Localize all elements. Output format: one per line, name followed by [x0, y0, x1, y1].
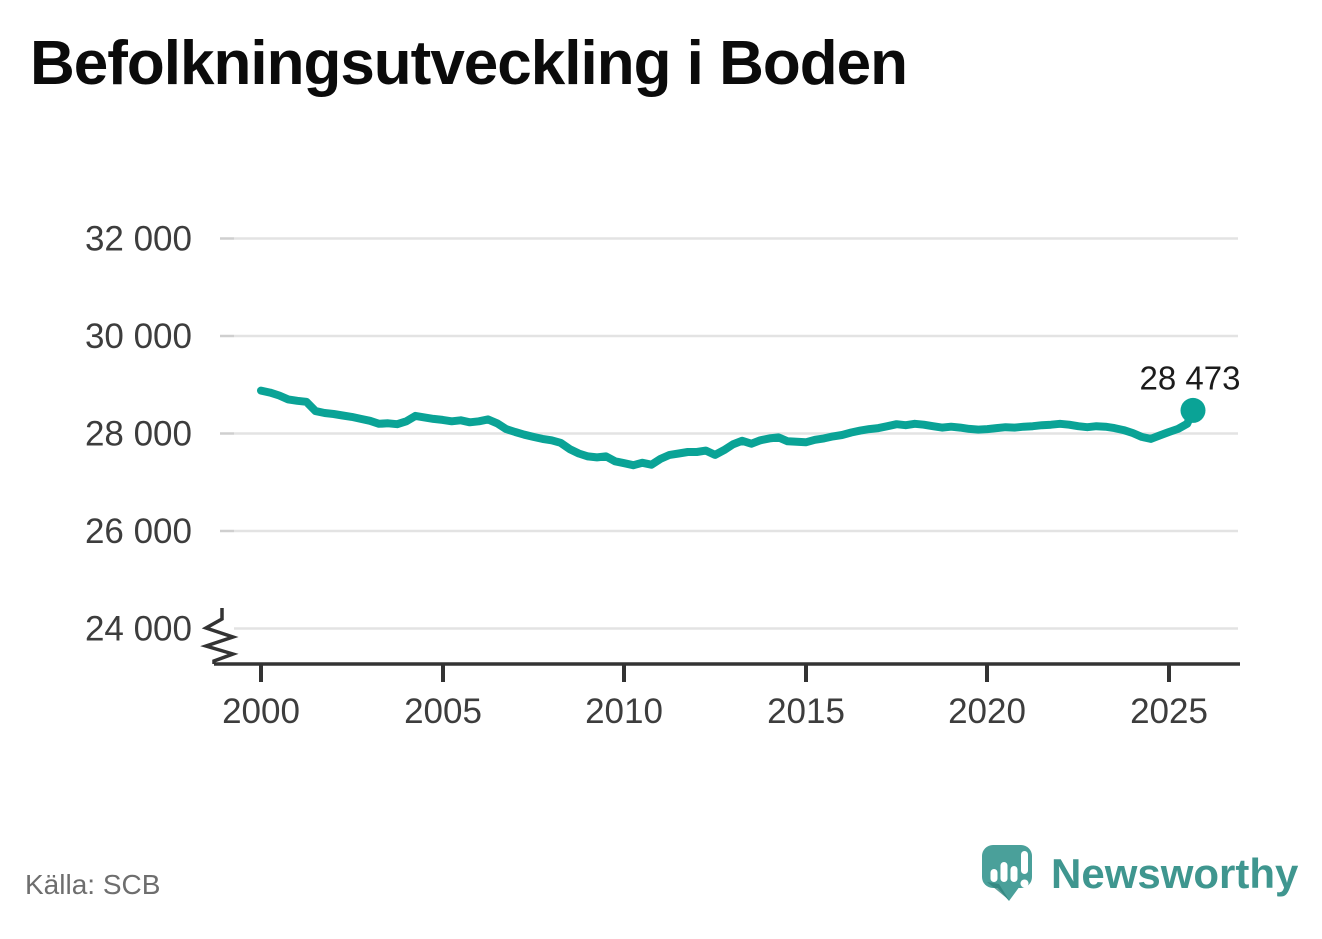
x-axis-label-2005: 2005: [404, 692, 482, 731]
y-gridlines: [220, 237, 1238, 630]
chart-title: Befolkningsutveckling i Boden: [30, 29, 908, 98]
end-point-marker: [1180, 397, 1206, 423]
newsworthy-logo-icon: [982, 845, 1032, 901]
x-axis-label-2020: 2020: [948, 692, 1026, 731]
logo-badge-shadow: [987, 882, 1009, 900]
y-axis-label-24000: 24 000: [85, 610, 192, 649]
logo-exclamation-bar-icon: [1021, 851, 1028, 874]
logo-bar-1-icon: [990, 869, 998, 882]
y-axis-label-28000: 28 000: [85, 415, 192, 454]
logo-bar-3-icon: [1010, 866, 1018, 882]
x-axis-label-2015: 2015: [767, 692, 845, 731]
x-axis-label-2010: 2010: [585, 692, 663, 731]
logo-bar-2-icon: [1000, 862, 1008, 882]
population-line: [257, 386, 1197, 470]
newsworthy-wordmark: Newsworthy: [1051, 850, 1299, 897]
source-label: Källa: SCB: [25, 869, 161, 900]
y-axis-labels: 32 000 30 000 28 000 26 000 24 000: [85, 220, 192, 649]
end-value-label: 28 473: [1140, 359, 1241, 396]
x-axis-label-2025: 2025: [1130, 692, 1208, 731]
y-axis-label-26000: 26 000: [85, 512, 192, 551]
axis-break-icon: [200, 608, 239, 664]
y-axis-label-30000: 30 000: [85, 317, 192, 356]
x-axis-label-2000: 2000: [222, 692, 300, 731]
newsworthy-logo: Newsworthy: [982, 845, 1298, 903]
x-axis-labels: 2000 2005 2010 2015 2020 2025: [222, 692, 1208, 731]
x-axis-ticks: [259, 664, 1171, 682]
y-axis-label-32000: 32 000: [85, 220, 192, 259]
logo-exclamation-dot-icon: [1020, 879, 1029, 888]
